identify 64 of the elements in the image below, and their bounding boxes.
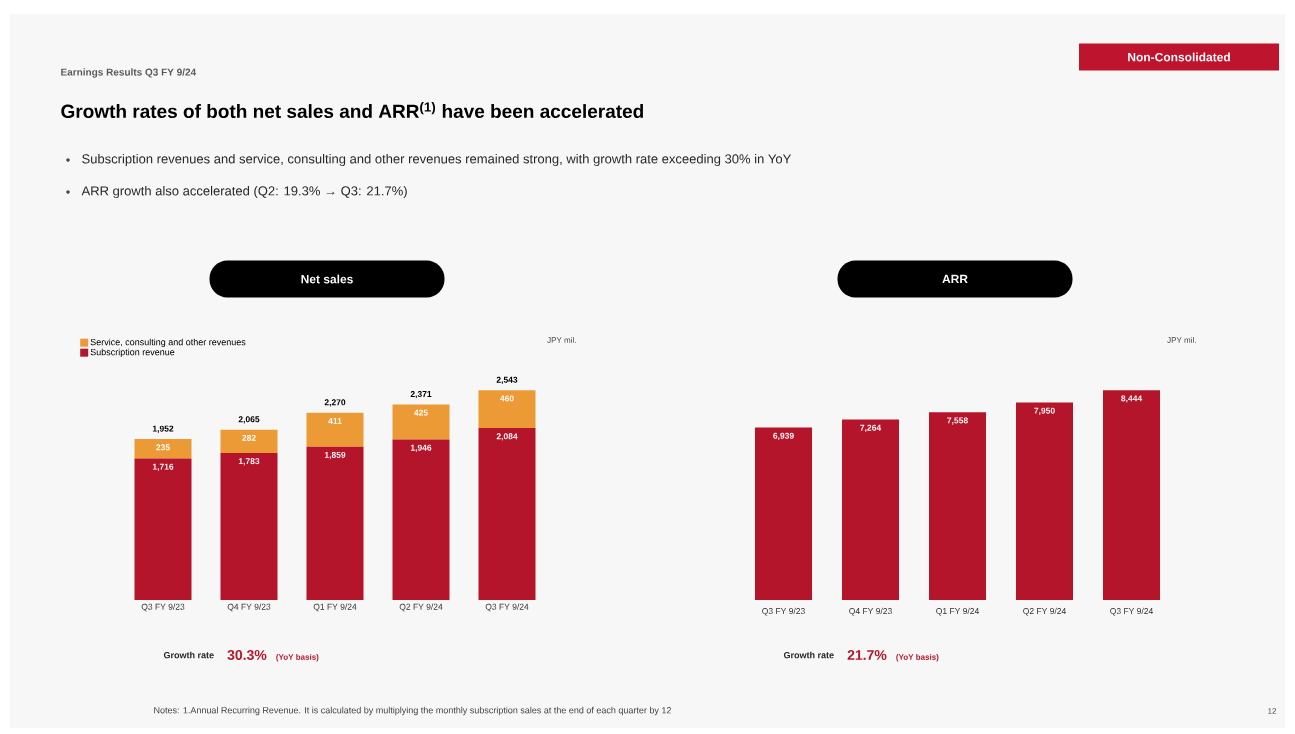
- legend-label: Service, consulting and other revenues: [90, 338, 246, 348]
- x-tick-label: Q2 FY 9/24: [1023, 607, 1066, 616]
- x-tick-label: Q3 FY 9/24: [1110, 607, 1153, 616]
- bar: [306, 446, 364, 600]
- bar: [929, 412, 987, 600]
- data-label: 425: [414, 409, 428, 416]
- bar: [755, 427, 813, 600]
- data-label: 1,716: [152, 463, 174, 471]
- bar: [1016, 402, 1074, 600]
- bar: [306, 412, 364, 447]
- text: Subscription revenues and service, consulting and other revenues remained strong, with growth rate exceeding 30% in YoY: [82, 153, 792, 167]
- x-tick-label: Q2 FY 9/24: [399, 603, 443, 612]
- data-label: 2,084: [496, 433, 518, 441]
- data-label: 460: [500, 395, 514, 402]
- text: Non-Consolidated: [1128, 52, 1230, 62]
- text: ARR growth also accelerated (Q2: 19.3% → Q3: 21.7%): [81, 185, 407, 199]
- text: Earnings Results Q3 FY 9/24: [61, 68, 197, 78]
- data-label: 7,950: [1034, 407, 1055, 415]
- x-tick-label: Q3 FY 9/24: [485, 603, 529, 612]
- data-label: 235: [156, 444, 170, 451]
- bar: [478, 390, 536, 429]
- text: 21.7%: [847, 650, 887, 660]
- text: Growth rate: [163, 651, 214, 659]
- bar: [1103, 390, 1161, 600]
- bar: [478, 428, 536, 600]
- data-label: 6,939: [773, 432, 794, 441]
- text: Notes: 1.Annual Recurring Revenue. It is calculated by multiplying the monthly subscription sales at the end of each quarter by 12: [154, 706, 671, 716]
- data-label: 7,558: [947, 417, 968, 425]
- data-label: 7,264: [860, 424, 882, 432]
- bar: [134, 439, 192, 459]
- bar: [220, 429, 278, 453]
- data-label: 411: [328, 417, 342, 424]
- text: (YoY basis): [276, 654, 319, 662]
- chart-title: ARR: [942, 274, 968, 284]
- data-label: 1,859: [324, 451, 346, 460]
- bar: [842, 419, 900, 600]
- data-label: 282: [242, 434, 256, 441]
- text: JPY mil.: [547, 337, 576, 343]
- text: JPY mil.: [1167, 337, 1196, 343]
- text: Growth rate: [783, 651, 834, 659]
- total-label: 2,270: [324, 399, 346, 407]
- text: 12: [1268, 708, 1277, 714]
- total-label: 2,543: [496, 376, 518, 384]
- text: 30.3%: [227, 650, 267, 660]
- bar: [392, 439, 450, 600]
- chart-title: Net sales: [301, 274, 353, 284]
- x-tick-label: Q1 FY 9/24: [936, 607, 979, 616]
- text: (YoY basis): [896, 654, 939, 662]
- x-tick-label: Q3 FY 9/23: [141, 603, 185, 612]
- x-tick-label: Q1 FY 9/24: [313, 603, 357, 612]
- x-tick-label: Q4 FY 9/23: [227, 603, 271, 612]
- x-tick-label: Q3 FY 9/23: [762, 607, 805, 616]
- data-label: 1,946: [410, 444, 432, 452]
- x-tick-label: Q4 FY 9/23: [849, 607, 892, 616]
- total-label: 1,952: [152, 425, 174, 433]
- data-label: 8,444: [1121, 395, 1143, 403]
- total-label: 2,371: [410, 391, 432, 399]
- bar: [220, 452, 278, 600]
- legend-label: Subscription revenue: [90, 348, 175, 358]
- total-label: 2,065: [238, 416, 260, 424]
- bar: [134, 458, 192, 600]
- bar: [392, 404, 450, 440]
- text: Growth rates of both net sales and ARR$^{(1)}$ have been accelerated: [61, 101, 643, 119]
- data-label: 1,783: [238, 458, 260, 466]
